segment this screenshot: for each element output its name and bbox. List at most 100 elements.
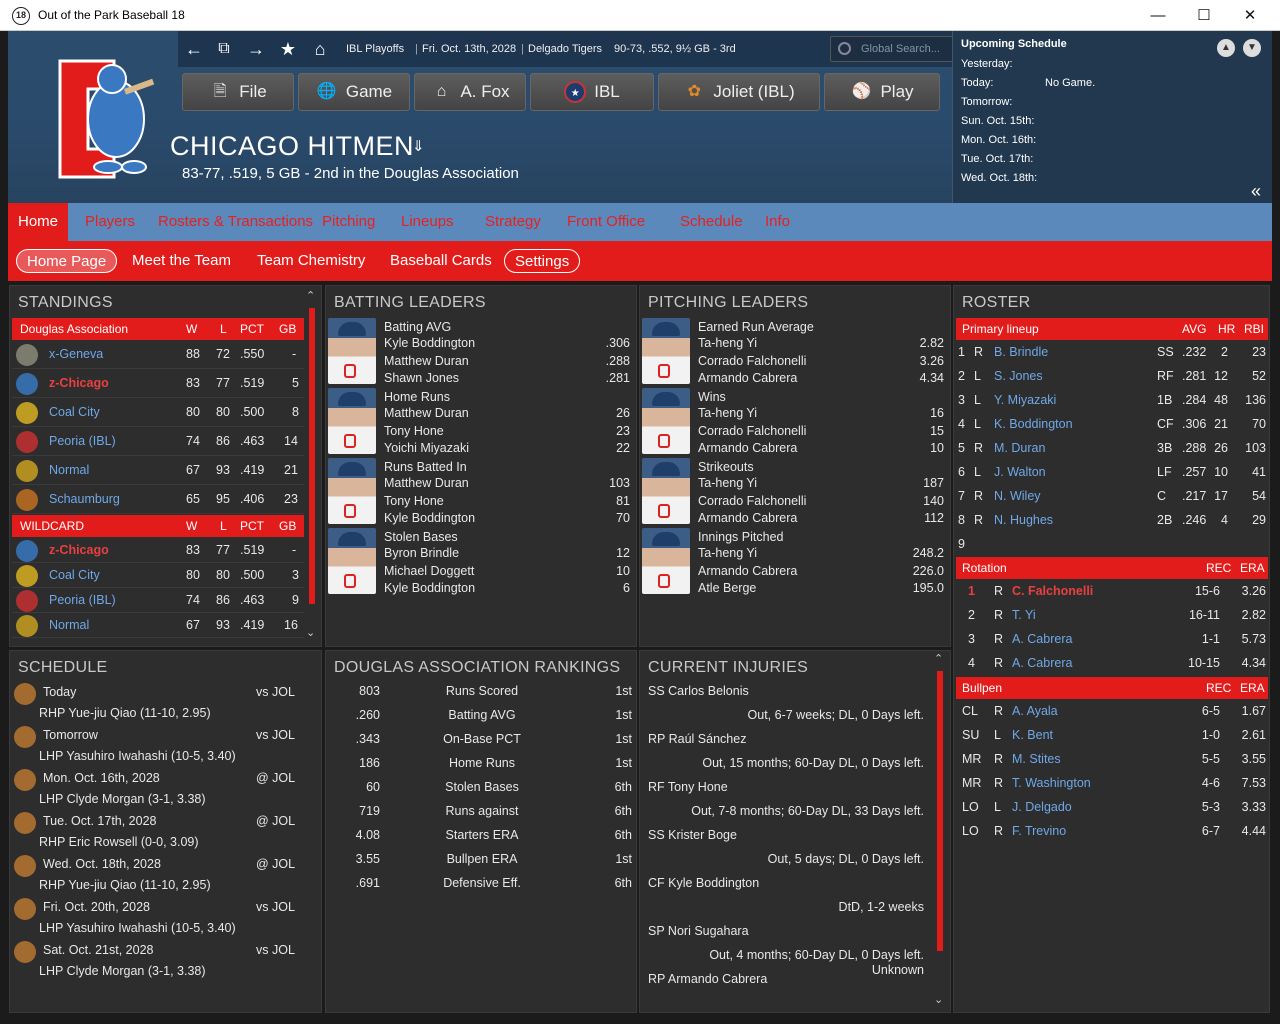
- leader-player-link[interactable]: Kyle Boddington: [384, 511, 476, 525]
- leader-player-link[interactable]: Armando Cabrera: [698, 511, 798, 525]
- player-link[interactable]: N. Hughes: [994, 513, 1054, 527]
- injured-player-link[interactable]: RP Armando Cabrera: [648, 972, 768, 986]
- leader-player-link[interactable]: Corrado Falchonelli: [698, 353, 807, 368]
- standings-row[interactable]: Peoria (IBL) 74 86 .463 9: [12, 588, 304, 613]
- player-link[interactable]: S. Jones: [994, 369, 1043, 383]
- standings-row[interactable]: x-Geneva 88 72 .550 -: [12, 340, 304, 369]
- tab-home[interactable]: Home: [8, 203, 69, 241]
- leader-player-link[interactable]: Atle Berge: [698, 581, 757, 595]
- team-link[interactable]: Normal: [49, 618, 90, 632]
- bullpen-row[interactable]: LO R F. Trevino 6-7 4.44: [956, 821, 1268, 845]
- leader-player-link[interactable]: Tony Hone: [384, 493, 444, 508]
- starting-pitcher-link[interactable]: LHP Yasuhiro Iwahashi (10-5, 3.40): [39, 749, 236, 763]
- player-link[interactable]: J. Delgado: [1012, 800, 1072, 814]
- subtab-meet-the-team[interactable]: Meet the Team: [132, 252, 231, 269]
- leader-player-link[interactable]: Kyle Boddington: [384, 581, 476, 595]
- team-link[interactable]: x-Geneva: [49, 347, 104, 361]
- leader-player-link[interactable]: Matthew Duran: [384, 353, 469, 368]
- subtab-baseball-cards[interactable]: Baseball Cards: [390, 252, 492, 269]
- opponent-link[interactable]: @ JOL: [256, 857, 296, 871]
- injured-player-link[interactable]: SP Nori Sugahara: [648, 924, 749, 938]
- standings-scrollbar[interactable]: [309, 308, 315, 604]
- player-link[interactable]: B. Brindle: [994, 345, 1049, 359]
- lineup-row[interactable]: 1 R B. Brindle SS .232 2 23: [956, 342, 1268, 366]
- team-link[interactable]: Schaumburg: [49, 492, 120, 506]
- opponent-link[interactable]: @ JOL: [256, 814, 296, 828]
- player-link[interactable]: M. Duran: [994, 441, 1046, 455]
- leader-player-link[interactable]: Armando Cabrera: [698, 441, 798, 455]
- lineup-row[interactable]: 4 L K. Boddington CF .306 21 70: [956, 414, 1268, 438]
- player-link[interactable]: A. Ayala: [1012, 704, 1058, 718]
- injured-player-link[interactable]: SS Carlos Belonis: [648, 684, 749, 698]
- collapse-icon[interactable]: «: [1251, 181, 1262, 201]
- global-search-input[interactable]: Global Search...: [830, 36, 956, 62]
- lineup-row[interactable]: 5 R M. Duran 3B .288 26 103: [956, 438, 1268, 462]
- player-link[interactable]: M. Stites: [1012, 752, 1061, 766]
- player-link[interactable]: T. Washington: [1012, 776, 1091, 790]
- leader-player-link[interactable]: Matthew Duran: [384, 476, 469, 490]
- bullpen-row[interactable]: MR R T. Washington 4-6 7.53: [956, 773, 1268, 797]
- team-link[interactable]: z-Chicago: [49, 543, 109, 557]
- forward-icon[interactable]: →: [247, 39, 265, 59]
- lineup-row[interactable]: 3 L Y. Miyazaki 1B .284 48 136: [956, 390, 1268, 414]
- bullpen-row[interactable]: MR R M. Stites 5-5 3.55: [956, 749, 1268, 773]
- file-menu-button[interactable]: 🗎 File: [182, 73, 294, 111]
- scroll-up-icon[interactable]: ▲: [1217, 39, 1235, 57]
- scroll-up-icon[interactable]: ⌃: [934, 653, 944, 665]
- leader-player-link[interactable]: Tony Hone: [384, 423, 444, 438]
- bullpen-row[interactable]: LO L J. Delgado 5-3 3.33: [956, 797, 1268, 821]
- player-link[interactable]: A. Cabrera: [1012, 656, 1073, 670]
- play-menu-button[interactable]: ⚾ Play: [824, 73, 940, 111]
- player-link[interactable]: F. Trevino: [1012, 824, 1067, 838]
- close-button[interactable]: ✕: [1243, 7, 1257, 24]
- standings-row[interactable]: z-Chicago 83 77 .519 5: [12, 369, 304, 398]
- standings-row[interactable]: z-Chicago 83 77 .519 -: [12, 538, 304, 563]
- scroll-down-icon[interactable]: ⌄: [306, 627, 316, 639]
- injured-player-link[interactable]: RF Tony Hone: [648, 780, 728, 794]
- team-link[interactable]: Normal: [49, 463, 90, 477]
- team-link[interactable]: Peoria (IBL): [49, 434, 116, 448]
- leader-player-link[interactable]: Shawn Jones: [384, 371, 460, 385]
- standings-row[interactable]: Peoria (IBL) 74 86 .463 14: [12, 427, 304, 456]
- league-menu-button[interactable]: ★ IBL: [530, 73, 654, 111]
- rotation-row[interactable]: 1 R C. Falchonelli 15-6 3.26: [956, 581, 1268, 605]
- player-link[interactable]: C. Falchonelli: [1012, 584, 1094, 598]
- player-link[interactable]: K. Boddington: [994, 417, 1073, 431]
- player-link[interactable]: N. Wiley: [994, 489, 1041, 503]
- injuries-scrollbar[interactable]: [937, 671, 943, 951]
- leader-player-link[interactable]: Ta-heng Yi: [698, 476, 758, 490]
- game-menu-button[interactable]: 🌐 Game: [298, 73, 410, 111]
- back-icon[interactable]: ←: [185, 39, 203, 59]
- starting-pitcher-link[interactable]: RHP Yue-jiu Qiao (11-10, 2.95): [39, 878, 211, 892]
- starting-pitcher-link[interactable]: RHP Eric Rowsell (0-0, 3.09): [39, 835, 199, 849]
- team-menu-button[interactable]: ✿ Joliet (IBL): [658, 73, 820, 111]
- leader-player-link[interactable]: Ta-heng Yi: [698, 406, 758, 420]
- leader-player-link[interactable]: Kyle Boddington: [384, 336, 476, 350]
- standings-row[interactable]: Schaumburg 65 95 .406 23: [12, 485, 304, 514]
- rotation-row[interactable]: 2 R T. Yi 16-11 2.82: [956, 605, 1268, 629]
- tab-pitching[interactable]: Pitching: [322, 213, 376, 230]
- injured-player-link[interactable]: CF Kyle Boddington: [648, 876, 760, 890]
- player-link[interactable]: T. Yi: [1012, 608, 1036, 622]
- tab-strategy[interactable]: Strategy: [485, 213, 541, 230]
- tab-rosters-transactions[interactable]: Rosters & Transactions: [158, 213, 314, 230]
- leader-player-link[interactable]: Matthew Duran: [384, 406, 469, 420]
- opponent-link[interactable]: vs JOL: [256, 900, 295, 914]
- team-link[interactable]: z-Chicago: [49, 376, 109, 390]
- leader-player-link[interactable]: Michael Doggett: [384, 563, 475, 578]
- leader-player-link[interactable]: Corrado Falchonelli: [698, 493, 807, 508]
- breadcrumb-league[interactable]: IBL Playoffs: [346, 43, 405, 55]
- subtab-home-page[interactable]: Home Page: [16, 249, 118, 273]
- standings-row[interactable]: Coal City 80 80 .500 3: [12, 563, 304, 588]
- tab-lineups[interactable]: Lineups: [401, 213, 454, 230]
- leader-player-link[interactable]: Ta-heng Yi: [698, 336, 758, 350]
- team-link[interactable]: Peoria (IBL): [49, 593, 116, 607]
- subtab-settings[interactable]: Settings: [504, 249, 581, 273]
- minimize-button[interactable]: —: [1150, 7, 1166, 24]
- leader-player-link[interactable]: Corrado Falchonelli: [698, 423, 807, 438]
- opponent-link[interactable]: vs JOL: [256, 728, 295, 742]
- leader-player-link[interactable]: Armando Cabrera: [698, 563, 798, 578]
- leader-player-link[interactable]: Ta-heng Yi: [698, 546, 758, 560]
- home-icon[interactable]: ⌂: [314, 39, 326, 59]
- player-link[interactable]: Y. Miyazaki: [994, 393, 1057, 407]
